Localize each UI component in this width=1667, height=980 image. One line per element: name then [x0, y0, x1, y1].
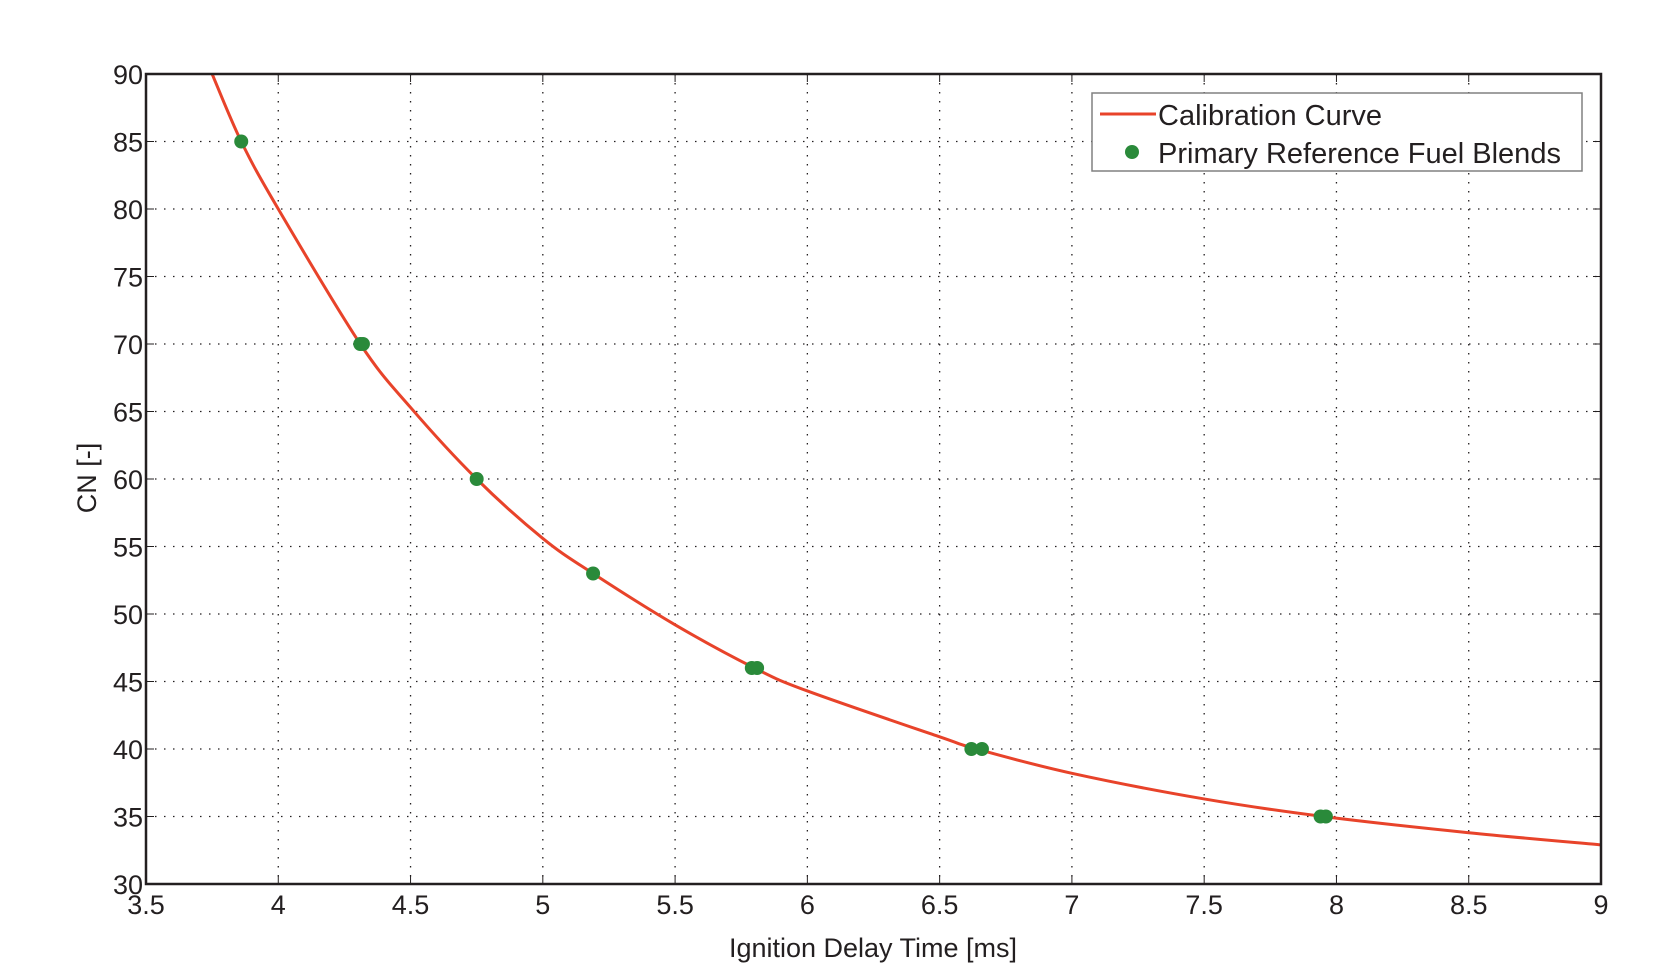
- x-tick-label: 7: [1064, 890, 1079, 920]
- x-tick-label: 9: [1593, 890, 1608, 920]
- x-tick-label: 6: [800, 890, 815, 920]
- y-tick-label: 40: [113, 735, 143, 765]
- y-tick-label: 80: [113, 195, 143, 225]
- data-point: [964, 742, 979, 756]
- x-tick-label: 5.5: [656, 890, 694, 920]
- x-tick-label: 3.5: [127, 890, 165, 920]
- x-tick-label: 4.5: [392, 890, 430, 920]
- y-tick-label: 60: [113, 465, 143, 495]
- calibration-curve-line: [210, 74, 1601, 847]
- y-tick-label: 75: [113, 263, 143, 293]
- x-tick-label: 5: [535, 890, 550, 920]
- x-tick-label: 6.5: [921, 890, 959, 920]
- legend-box: [1091, 92, 1583, 172]
- y-tick-label: 45: [113, 668, 143, 698]
- data-point: [1318, 809, 1333, 824]
- y-axis-title: CN [-]: [72, 443, 102, 514]
- reference-points: [234, 134, 1333, 824]
- data-point: [469, 472, 484, 486]
- data-point: [355, 337, 370, 351]
- legend: Calibration Curve Primary Reference Fuel…: [1091, 92, 1583, 172]
- y-tick-label: 70: [113, 330, 143, 360]
- legend-label-reference: Primary Reference Fuel Blends: [1158, 138, 1561, 170]
- y-tick-label: 85: [113, 128, 143, 158]
- y-tick-label: 35: [113, 803, 143, 833]
- calibration-curve: [210, 74, 1601, 847]
- x-tick-label: 8: [1329, 890, 1344, 920]
- y-tick-label: 50: [113, 600, 143, 630]
- x-axis-ticks: 3.5 4 4.5 5 5.5 6 6.5 7 7.5 8 8.5 9: [127, 74, 1609, 920]
- x-tick-label: 8.5: [1450, 890, 1488, 920]
- x-tick-label: 4: [271, 890, 286, 920]
- y-tick-label: 90: [113, 60, 143, 90]
- legend-dot-swatch: [1125, 145, 1139, 159]
- data-point: [234, 134, 249, 149]
- y-axis-ticks: 30 35 40 45 50 55 60 65 70 75 80 85 90: [113, 60, 1601, 900]
- y-tick-label: 55: [113, 533, 143, 563]
- y-tick-label: 30: [113, 870, 143, 900]
- data-point: [750, 661, 765, 675]
- data-point: [586, 566, 601, 581]
- plot-frame: [144, 72, 1603, 886]
- y-tick-label: 65: [113, 398, 143, 428]
- grid-lines: [146, 74, 1601, 884]
- x-tick-label: 7.5: [1185, 890, 1223, 920]
- x-axis-title: Ignition Delay Time [ms]: [729, 933, 1017, 963]
- legend-label-calibration: Calibration Curve: [1158, 100, 1382, 132]
- data-point: [974, 742, 989, 756]
